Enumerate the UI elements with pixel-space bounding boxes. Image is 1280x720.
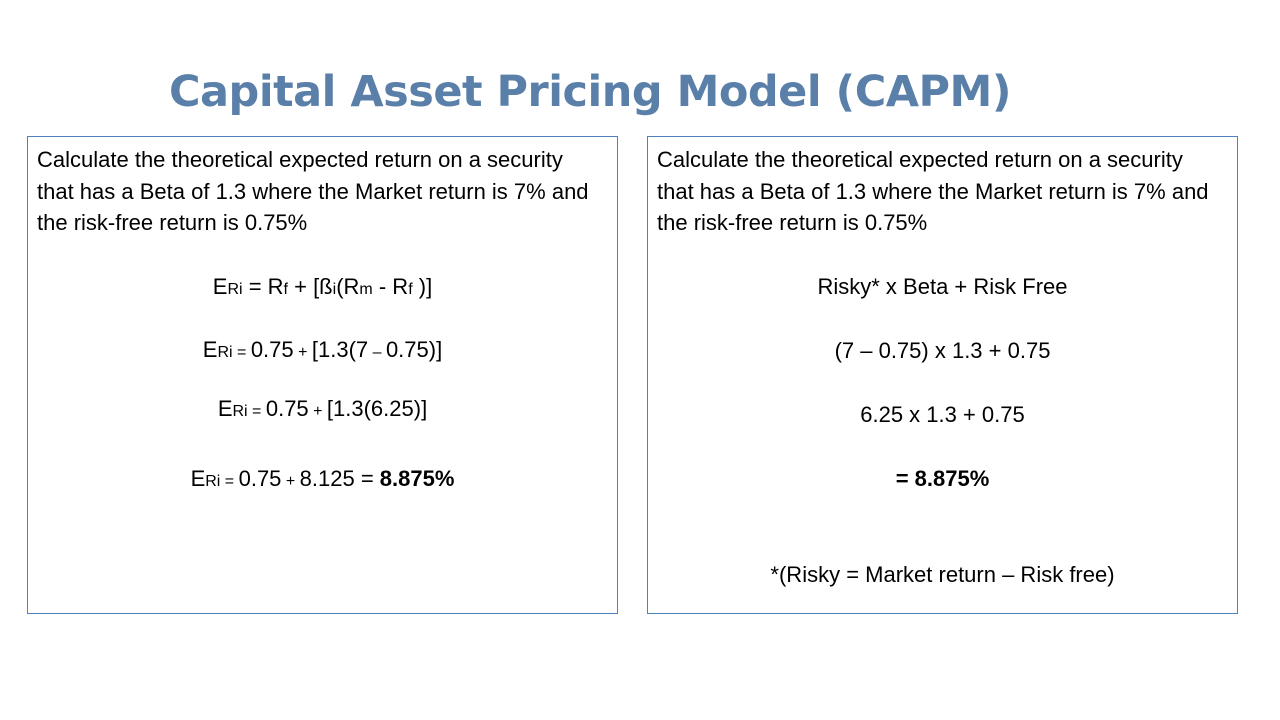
formula-subscript: Ri (232, 403, 248, 420)
result-line: ERi = 0.75 + 8.125 = 8.875% (28, 464, 617, 497)
formula-text: 8.125 = (299, 466, 380, 491)
formula-text: 0.75 (250, 337, 294, 362)
substitution-step-1: ERi = 0.75 + [1.3(7 – 0.75)] (28, 335, 617, 368)
problem-statement: Calculate the theoretical expected retur… (37, 147, 589, 235)
substitution-step-2: ERi = 0.75 + [1.3(6.25)] (28, 394, 617, 427)
answer-value: 8.875% (379, 466, 455, 491)
formula-text: E (190, 466, 206, 491)
formula-subscript: Ri (227, 281, 243, 298)
formula-text: = R (242, 274, 284, 299)
shortcut-method-box: Calculate the theoretical expected retur… (647, 136, 1238, 614)
slide-title: Capital Asset Pricing Model (CAPM) (168, 67, 1012, 117)
formula-text: = (232, 344, 251, 361)
formula-text: + (308, 403, 327, 420)
formula-text: 0.75 (265, 396, 309, 421)
formula-text: + [ß (288, 274, 333, 299)
substitution-step-1: (7 – 0.75) x 1.3 + 0.75 (834, 338, 1051, 363)
formula-method-box: Calculate the theoretical expected retur… (27, 136, 618, 614)
formula-text: = (247, 403, 266, 420)
formula-text: )] (412, 274, 433, 299)
formula-subscript: f (283, 281, 288, 298)
formula-text: + (293, 344, 312, 361)
formula-text: E (217, 396, 233, 421)
problem-statement: Calculate the theoretical expected retur… (657, 147, 1209, 235)
formula-text: E (212, 274, 228, 299)
formula-text: = (220, 473, 239, 490)
formula-text: [1.3(6.25)] (326, 396, 428, 421)
formula-text: - R (372, 274, 409, 299)
shortcut-formula: Risky* x Beta + Risk Free (817, 274, 1068, 299)
formula-text: (R (336, 274, 360, 299)
formula-text: [1.3(7 (311, 337, 369, 362)
footnote: *(Risky = Market return – Risk free) (770, 562, 1115, 587)
answer-value: = 8.875% (895, 466, 990, 491)
formula-subscript: m (359, 281, 373, 298)
formula-text: + (281, 473, 300, 490)
formula-subscript: i (332, 281, 337, 298)
formula-subscript: Ri (217, 344, 233, 361)
capm-formula: ERi = Rf + [ßi(Rm - Rf )] (28, 272, 617, 305)
formula-text: – (368, 344, 386, 361)
substitution-step-2: 6.25 x 1.3 + 0.75 (860, 402, 1025, 427)
formula-subscript: Ri (205, 473, 221, 490)
formula-text: E (202, 337, 218, 362)
formula-text: 0.75 (238, 466, 282, 491)
formula-subscript: f (408, 281, 413, 298)
formula-text: 0.75)] (385, 337, 443, 362)
